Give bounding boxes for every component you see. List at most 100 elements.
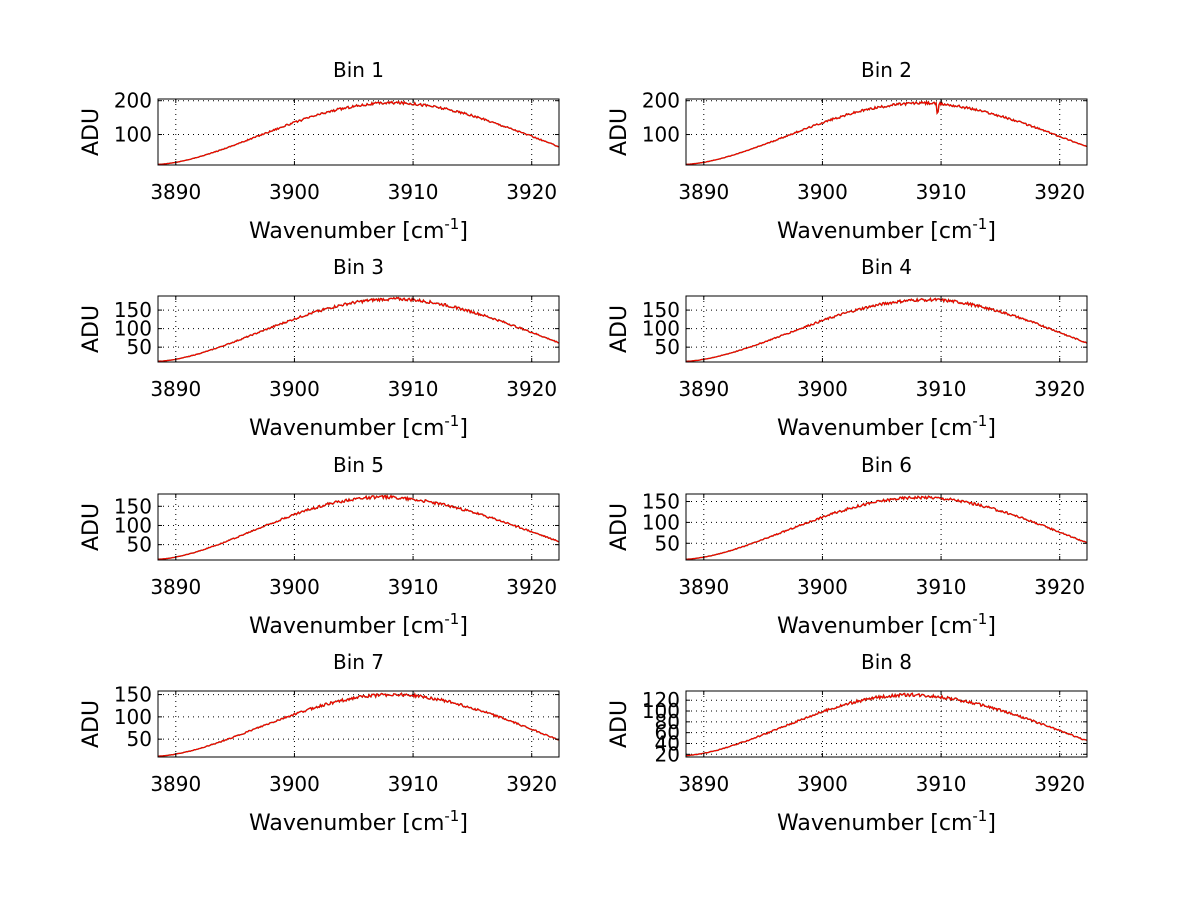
axes-box: [685, 98, 1088, 166]
x-tick-label: 3920: [1034, 377, 1085, 401]
x-axis-label-end: ]: [987, 416, 996, 441]
x-tick-label: 3890: [678, 180, 729, 204]
y-tick-label: 100: [642, 510, 680, 534]
axes-box: [685, 690, 1088, 758]
x-tick-label: 3920: [506, 772, 557, 796]
subplot-title: Bin 2: [861, 58, 912, 82]
x-tick-label: 3910: [388, 772, 439, 796]
subplot-title: Bin 8: [861, 650, 912, 674]
x-axis-label-end: ]: [459, 416, 468, 441]
y-axis-label: ADU: [607, 108, 632, 156]
x-axis-label-end: ]: [459, 219, 468, 244]
x-axis-label-text: Wavenumber [cm: [249, 811, 444, 836]
x-axis-label-sup: -1: [444, 807, 459, 825]
x-axis-label: Wavenumber [cm-1]: [249, 610, 468, 639]
x-tick-label: 3900: [797, 377, 848, 401]
y-axis-label: ADU: [607, 305, 632, 353]
y-tick-label: 100: [114, 513, 152, 537]
x-tick-label: 3910: [388, 180, 439, 204]
x-tick-label: 3910: [916, 377, 967, 401]
axes-box: [157, 493, 560, 561]
series-line: [157, 100, 560, 165]
x-tick-label: 3890: [150, 575, 201, 599]
series-line: [157, 296, 560, 362]
x-axis-label-text: Wavenumber [cm: [777, 219, 972, 244]
y-axis-label: ADU: [607, 700, 632, 748]
x-tick-label: 3900: [797, 575, 848, 599]
y-axis-label: ADU: [79, 305, 104, 353]
series-line-under: [686, 296, 1088, 362]
x-tick-label: 3920: [1034, 575, 1085, 599]
y-tick-label: 120: [642, 688, 680, 712]
x-axis-label-text: Wavenumber [cm: [777, 811, 972, 836]
subplot-title: Bin 1: [333, 58, 384, 82]
x-axis-label-text: Wavenumber [cm: [777, 416, 972, 441]
x-axis-label: Wavenumber [cm-1]: [249, 807, 468, 836]
axes-box: [157, 690, 560, 758]
x-tick-label: 3890: [150, 180, 201, 204]
x-tick-label: 3920: [1034, 772, 1085, 796]
y-tick-label: 100: [642, 317, 680, 341]
x-axis-label: Wavenumber [cm-1]: [777, 610, 996, 639]
y-tick-label: 150: [114, 298, 152, 322]
x-axis-label-end: ]: [987, 614, 996, 639]
x-tick-label: 3890: [678, 377, 729, 401]
x-tick-label: 3900: [797, 772, 848, 796]
y-tick-label: 100: [642, 123, 680, 147]
x-axis-label-sup: -1: [972, 412, 987, 430]
y-axis-label: ADU: [79, 700, 104, 748]
series-line: [157, 692, 560, 757]
y-tick-label: 100: [114, 123, 152, 147]
x-axis-label-sup: -1: [444, 412, 459, 430]
x-tick-label: 3900: [269, 180, 320, 204]
series-line-under: [685, 692, 1088, 757]
x-tick-label: 3900: [269, 575, 320, 599]
x-axis-label: Wavenumber [cm-1]: [249, 412, 468, 441]
subplot-title: Bin 3: [333, 255, 384, 279]
x-tick-label: 3910: [916, 180, 967, 204]
subplot-1: 3890 3900 3910 3920 100 200 Bin 1 Wavenumber [c…: [79, 58, 560, 244]
y-tick-label: 20: [655, 742, 680, 766]
axes-box: [685, 493, 1088, 561]
x-axis-label-sup: -1: [972, 807, 987, 825]
y-axis-label: ADU: [607, 503, 632, 551]
series-line: [686, 100, 1088, 165]
x-tick-label: 3910: [388, 377, 439, 401]
x-tick-label: 3910: [916, 575, 967, 599]
x-axis-label-end: ]: [987, 811, 996, 836]
x-axis-label: Wavenumber [cm-1]: [777, 412, 996, 441]
x-axis-label: Wavenumber [cm-1]: [249, 215, 468, 244]
y-tick-label: 60: [655, 721, 680, 745]
x-tick-label: 3920: [1034, 180, 1085, 204]
series-line-under: [157, 692, 560, 757]
subplot-2: 3890 3900 3910 3920 100 200 Bin 2 Wavenumber [c…: [607, 58, 1088, 244]
y-tick-label: 40: [655, 731, 680, 755]
subplot-title: Bin 7: [333, 650, 384, 674]
x-axis-label-sup: -1: [444, 215, 459, 233]
series-line: [686, 297, 1088, 362]
x-axis-label: Wavenumber [cm-1]: [777, 215, 996, 244]
x-tick-label: 3910: [916, 772, 967, 796]
x-tick-label: 3910: [388, 575, 439, 599]
y-tick-label: 50: [127, 533, 152, 557]
x-axis-label-text: Wavenumber [cm: [249, 614, 444, 639]
series-line-under: [686, 100, 1088, 166]
series-line-under: [157, 493, 560, 560]
y-axis-label: ADU: [79, 503, 104, 551]
x-axis-label-text: Wavenumber [cm: [249, 219, 444, 244]
x-tick-label: 3900: [269, 772, 320, 796]
y-tick-label: 150: [114, 683, 152, 707]
x-tick-label: 3900: [797, 180, 848, 204]
x-axis-label-sup: -1: [972, 610, 987, 628]
y-tick-label: 100: [114, 705, 152, 729]
subplot-title: Bin 4: [861, 255, 912, 279]
y-tick-label: 80: [655, 710, 680, 734]
y-tick-label: 50: [655, 531, 680, 555]
